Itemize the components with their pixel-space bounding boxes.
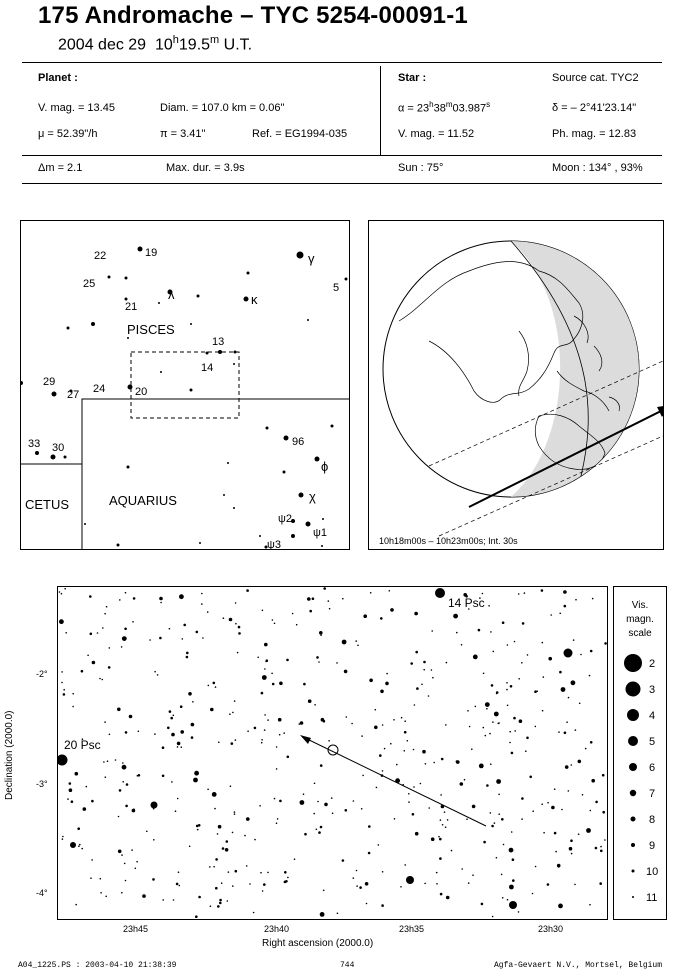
svg-text:4: 4 (649, 710, 655, 722)
svg-text:AQUARIUS: AQUARIUS (109, 493, 177, 508)
magnitude-scale: Vis. magn. scale 2 3 4 5 6 7 8 9 10 11 (613, 586, 667, 920)
svg-text:9: 9 (649, 840, 655, 852)
delta-magnitude: Δm = 2.1 (38, 162, 83, 174)
event-minute: 19.5 (178, 36, 211, 54)
field-stars (58, 587, 607, 918)
event-datetime: 2004 dec 29 10h19.5m U.T. (58, 34, 253, 54)
moon-elongation: Moon : 134° , 93% (552, 162, 643, 174)
svg-text:7: 7 (649, 788, 655, 800)
max-duration: Max. dur. = 3.9s (166, 162, 245, 174)
svg-text:20: 20 (135, 386, 147, 398)
xtick-23h30: 23h30 (538, 924, 564, 934)
star-declination: δ = – 2°41'23.14" (552, 102, 637, 114)
svg-text:11: 11 (646, 892, 657, 904)
finder-labels: 22 19 γ 25 λ κ 5 21 13 14 29 27 24 20 33… (28, 247, 339, 549)
page-title: 175 Andromache – TYC 5254-00091-1 (38, 2, 468, 29)
svg-text:8: 8 (649, 814, 655, 826)
svg-text:10: 10 (646, 866, 658, 878)
xtick-23h40: 23h40 (264, 924, 290, 934)
svg-text:30: 30 (52, 442, 64, 454)
label-14-psc: 14 Psc (448, 596, 485, 610)
svg-text:24: 24 (93, 383, 105, 395)
finder-chart: 22 19 γ 25 λ κ 5 21 13 14 29 27 24 20 33… (20, 220, 350, 550)
planet-vmag: V. mag. = 13.45 (38, 102, 115, 114)
footer-file: A04_1225.PS : 2003-04-10 21:38:39 (18, 961, 177, 970)
svg-text:21: 21 (125, 301, 137, 313)
svg-text:CETUS: CETUS (25, 497, 69, 512)
svg-text:5: 5 (649, 736, 655, 748)
svg-text:ϕ: ϕ (321, 459, 328, 474)
asteroid-path (302, 736, 487, 827)
scale-svg: 2 3 4 5 6 7 8 9 10 11 (624, 654, 658, 904)
planet-reference: Ref. = EG1994-035 (252, 128, 348, 140)
svg-text:13: 13 (212, 336, 224, 348)
xtick-23h45: 23h45 (123, 924, 149, 934)
svg-text:25: 25 (83, 278, 95, 290)
star-phmag: Ph. mag. = 12.83 (552, 128, 637, 140)
ytick-minus2: -2° (36, 669, 48, 679)
star-right-ascension: α = 23h38m03.987s (398, 100, 491, 115)
svg-text:96: 96 (292, 436, 304, 448)
info-divider (380, 66, 381, 156)
declination-axis-label: Declination (2000.0) (4, 710, 15, 801)
label-20-psc: 20 Psc (64, 738, 101, 752)
planet-motion: μ = 52.39"/h (38, 128, 98, 140)
event-date: 2004 dec 29 (58, 36, 147, 54)
svg-text:6: 6 (649, 762, 655, 774)
star-chart: 14 Psc 20 Psc (57, 586, 608, 920)
svg-text:κ: κ (251, 292, 258, 307)
info-bottom-rule (22, 183, 662, 184)
ytick-minus4: -4° (36, 888, 48, 898)
planet-heading: Planet : (38, 72, 78, 84)
star-heading: Star : (398, 72, 427, 84)
finder-stars (21, 246, 348, 549)
svg-text:PISCES: PISCES (127, 322, 175, 337)
globe-coastlines (398, 261, 620, 470)
target-star-marker (327, 744, 339, 756)
svg-text:22: 22 (94, 250, 106, 262)
star-chart-svg: 14 Psc 20 Psc (58, 587, 607, 918)
info-mid-rule (22, 155, 662, 156)
star-14-psc (435, 588, 445, 598)
svg-text:λ: λ (168, 287, 175, 302)
globe-svg: 10h18m00s – 10h23m00s; Int. 30s (379, 240, 663, 546)
svg-text:5: 5 (333, 282, 339, 294)
svg-text:2: 2 (649, 658, 655, 670)
svg-text:ψ3: ψ3 (267, 539, 281, 549)
planet-diameter: Diam. = 107.0 km = 0.06" (160, 102, 285, 114)
globe-caption: 10h18m00s – 10h23m00s; Int. 30s (379, 536, 518, 546)
xtick-23h35: 23h35 (399, 924, 425, 934)
star-source-catalog: Source cat. TYC2 (552, 72, 639, 84)
svg-text:ψ2: ψ2 (278, 513, 292, 525)
right-ascension-axis-label: Right ascension (2000.0) (262, 938, 374, 949)
finder-chart-svg: 22 19 γ 25 λ κ 5 21 13 14 29 27 24 20 33… (21, 246, 349, 549)
svg-text:33: 33 (28, 438, 40, 450)
sun-elongation: Sun : 75° (398, 162, 444, 174)
footer-company: Agfa-Gevaert N.V., Mortsel, Belgium (494, 961, 663, 970)
constellation-names: PISCES AQUARIUS CETUS (25, 322, 177, 512)
planet-parallax: π = 3.41" (160, 128, 206, 140)
svg-text:γ: γ (308, 251, 315, 266)
info-top-rule (22, 62, 662, 63)
svg-text:ψ1: ψ1 (313, 527, 327, 539)
svg-text:χ: χ (309, 489, 316, 504)
star-vmag: V. mag. = 11.52 (398, 128, 475, 140)
star-20-psc (58, 754, 68, 766)
svg-text:3: 3 (649, 684, 655, 696)
field-rectangle (130, 351, 240, 419)
svg-text:29: 29 (43, 376, 55, 388)
scale-title: Vis. magn. scale (626, 600, 654, 639)
svg-text:14: 14 (201, 362, 213, 374)
event-timezone: U.T. (223, 36, 253, 54)
svg-text:19: 19 (145, 247, 157, 259)
svg-text:27: 27 (67, 389, 79, 401)
footer-page-number: 744 (340, 961, 355, 970)
ytick-minus3: -3° (36, 779, 48, 789)
globe-panel: 10h18m00s – 10h23m00s; Int. 30s (368, 220, 664, 550)
event-hour: 10 (154, 36, 173, 54)
